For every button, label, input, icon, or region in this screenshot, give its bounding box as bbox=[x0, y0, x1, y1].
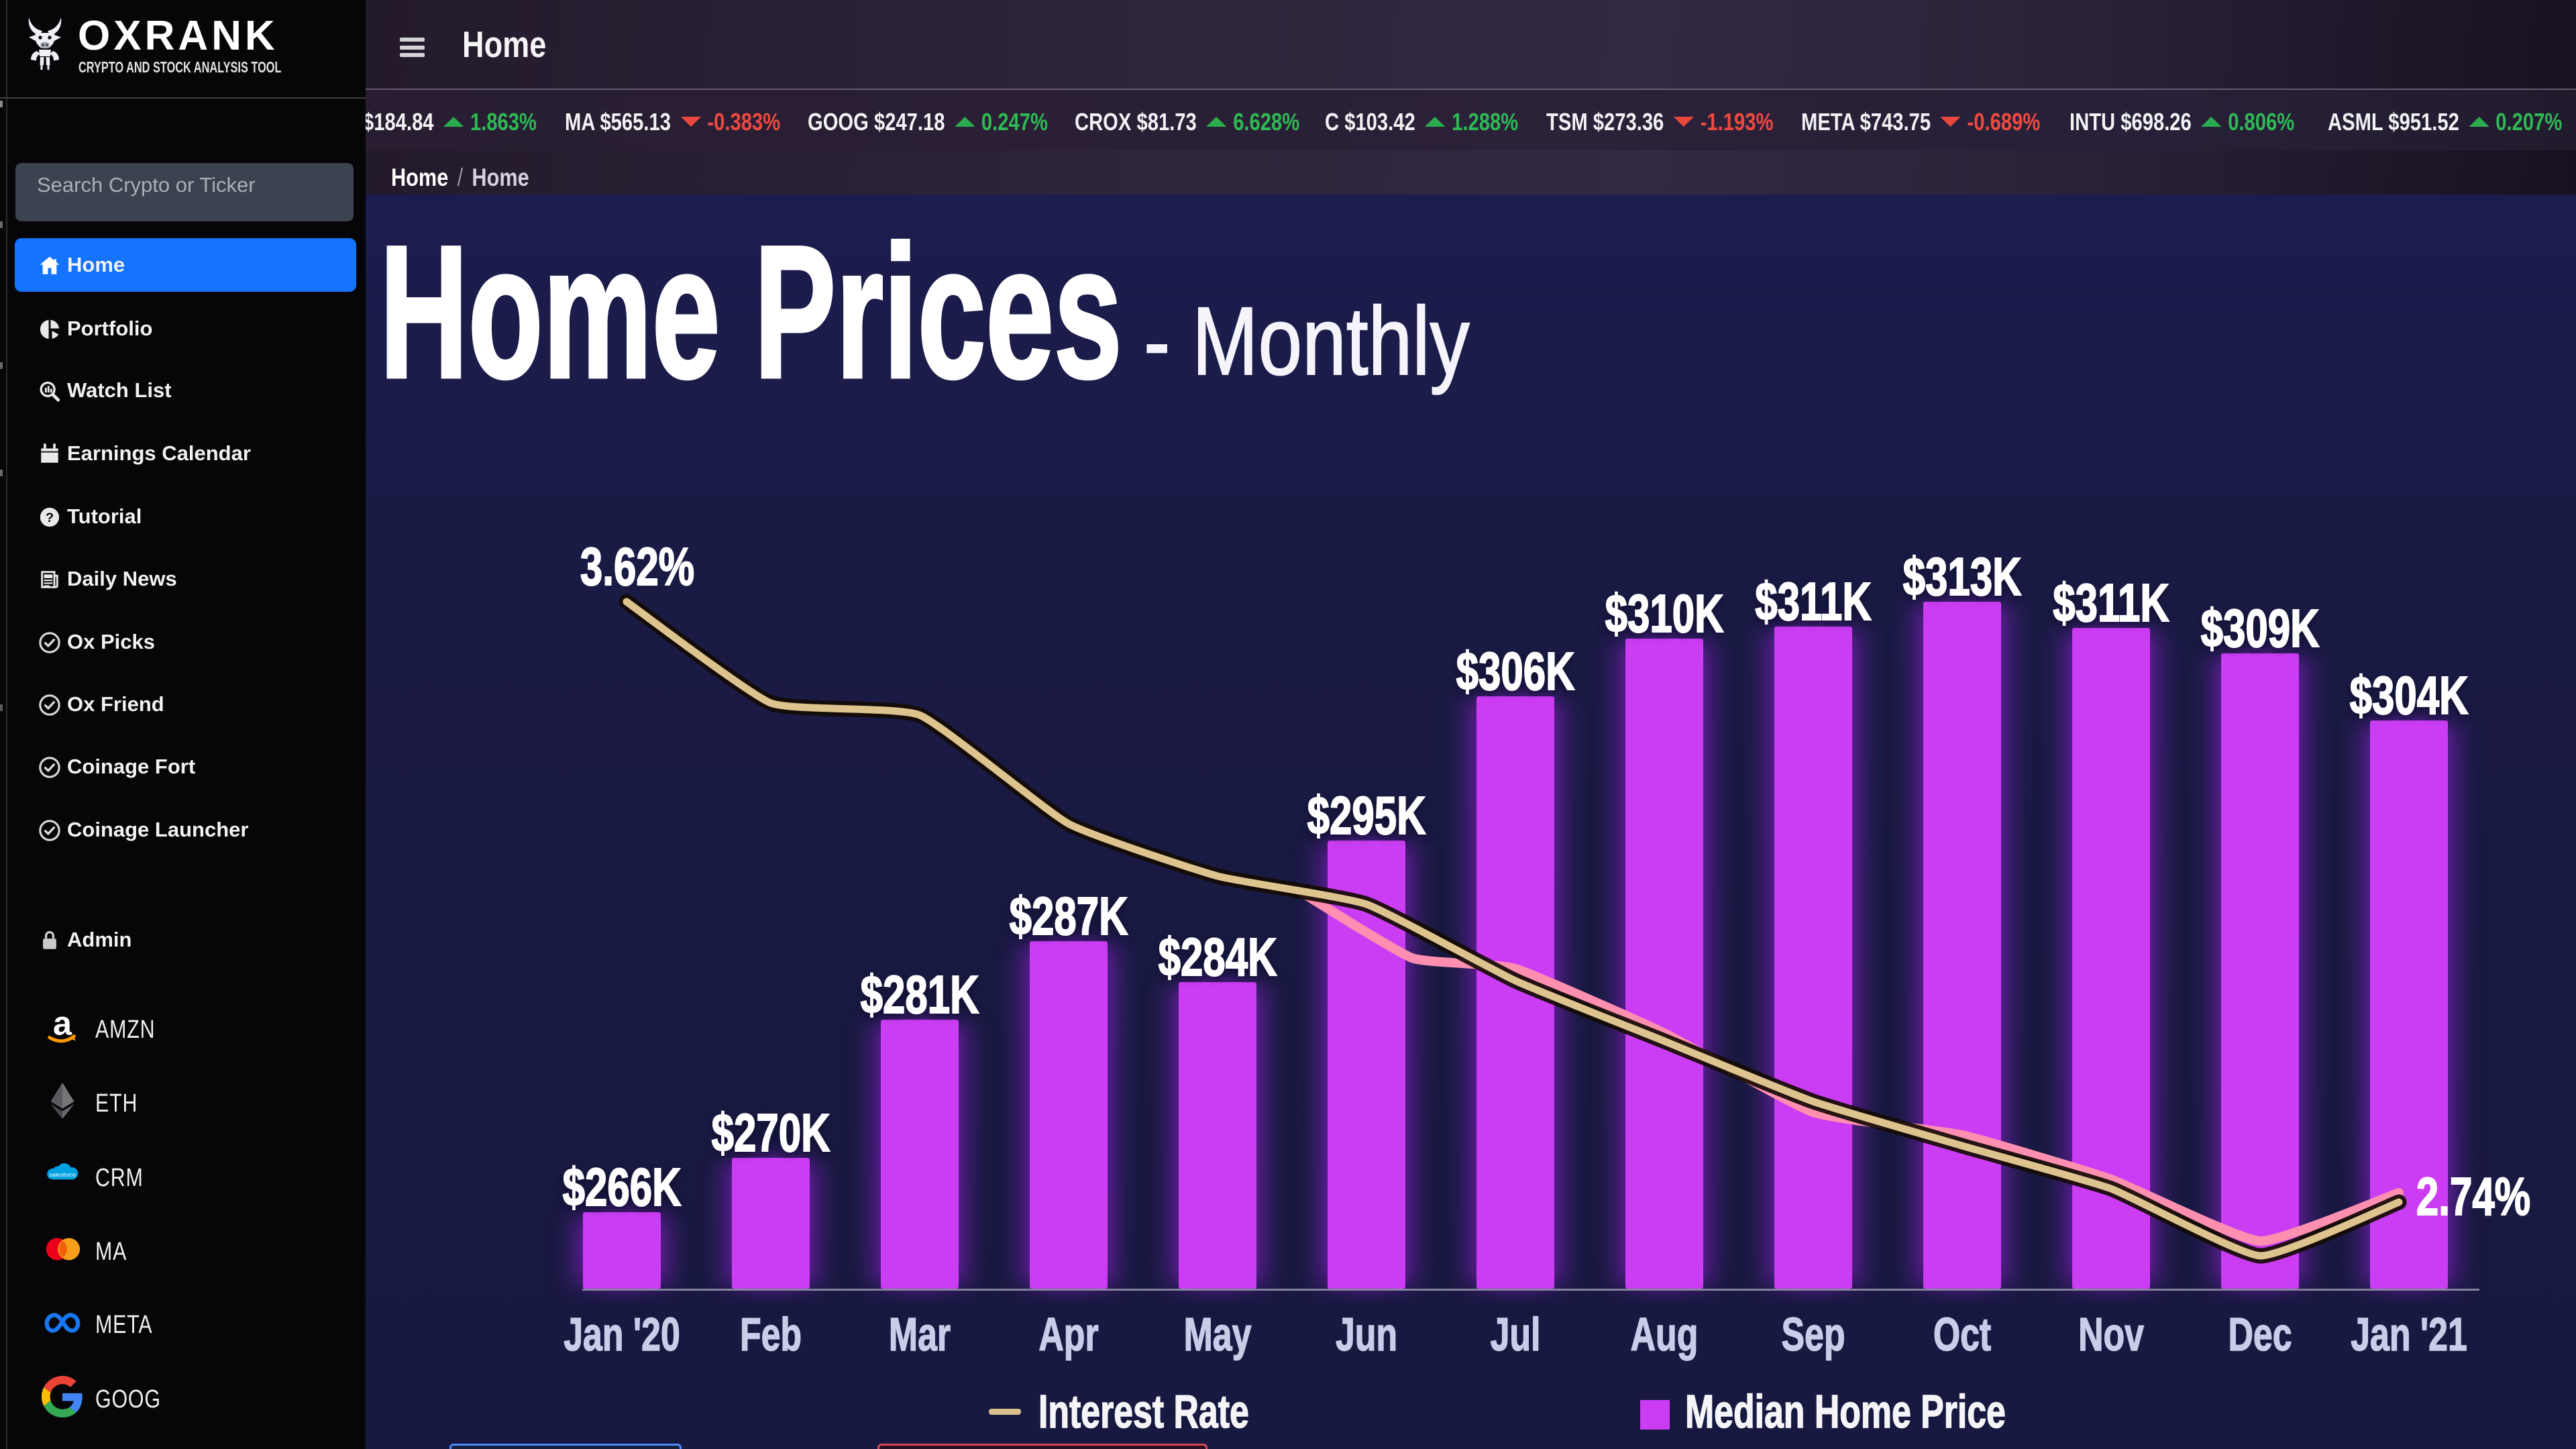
svg-text:salesforce: salesforce bbox=[49, 1171, 76, 1178]
svg-text:a: a bbox=[53, 1006, 72, 1042]
svg-text:?: ? bbox=[46, 511, 54, 525]
